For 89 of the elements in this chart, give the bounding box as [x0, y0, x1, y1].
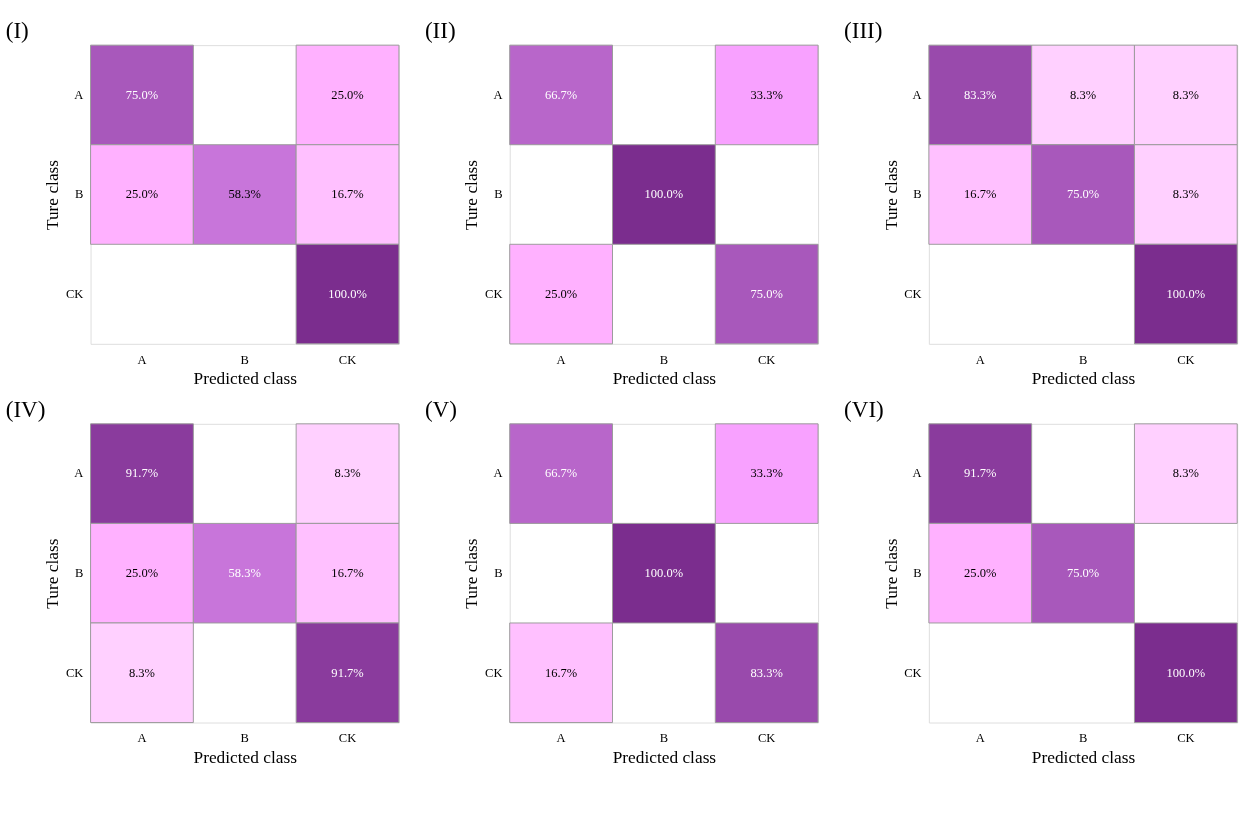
y-axis-title: Ture class: [462, 538, 482, 609]
y-tick-label: A: [493, 466, 503, 481]
y-tick-label: B: [913, 187, 922, 202]
data-label: 75.0%: [1066, 187, 1100, 202]
y-axis-title: Ture class: [462, 159, 482, 231]
y-axis-title: Ture class: [43, 159, 63, 231]
data-label: 25.0%: [331, 87, 364, 102]
data-label: 25.0%: [125, 566, 159, 581]
x-axis-title: Predicted class: [193, 747, 298, 767]
y-tick-label: B: [913, 566, 922, 581]
x-tick-label: A: [137, 731, 147, 746]
x-tick-label: CK: [338, 731, 357, 746]
x-tick-label: A: [975, 731, 985, 746]
x-axis-title: Predicted class: [612, 747, 717, 767]
y-tick-label: CK: [485, 286, 503, 301]
y-tick-label: A: [912, 466, 922, 481]
x-tick-label: CK: [757, 731, 776, 746]
data-label: 8.3%: [1172, 187, 1199, 202]
data-label: 91.7%: [331, 665, 364, 680]
x-tick-label: B: [1078, 731, 1088, 746]
x-tick-label: CK: [338, 352, 357, 367]
data-label: 75.0%: [750, 286, 783, 301]
data-label: 8.3%: [128, 665, 155, 680]
y-tick-label: CK: [65, 286, 84, 301]
x-tick-label: CK: [1177, 731, 1195, 746]
data-label: 100.0%: [1166, 665, 1206, 680]
data-label: 16.7%: [964, 187, 997, 202]
x-tick-label: A: [975, 352, 985, 367]
x-tick-label: A: [137, 352, 147, 367]
data-label: 83.3%: [964, 87, 997, 102]
y-tick-label: B: [74, 566, 84, 581]
chart-title: (VI): [844, 395, 884, 422]
data-label: 66.7%: [544, 87, 578, 102]
x-tick-label: B: [240, 352, 249, 367]
data-label: 58.3%: [228, 566, 261, 581]
y-tick-label: A: [74, 466, 84, 481]
data-label: 8.3%: [1172, 466, 1199, 481]
y-tick-label: B: [74, 187, 84, 202]
data-label: 58.3%: [228, 187, 261, 202]
y-tick-label: A: [74, 87, 84, 102]
data-label: 100.0%: [644, 566, 684, 581]
data-label: 16.7%: [544, 665, 578, 680]
x-tick-label: CK: [1177, 352, 1195, 367]
data-label: 75.0%: [125, 87, 159, 102]
chart-title: (II): [424, 16, 456, 43]
x-axis-title: Predicted class: [1031, 368, 1136, 388]
y-axis-title: Ture class: [43, 538, 63, 609]
chart-title: (I): [5, 16, 29, 43]
data-label: 83.3%: [750, 665, 783, 680]
y-axis-title: Ture class: [881, 159, 901, 231]
data-label: 91.7%: [964, 466, 997, 481]
x-tick-label: B: [1078, 352, 1088, 367]
data-label: 33.3%: [750, 87, 783, 102]
data-label: 25.0%: [125, 187, 159, 202]
y-tick-label: B: [494, 187, 503, 202]
y-tick-label: CK: [904, 665, 922, 680]
x-tick-label: B: [240, 731, 249, 746]
x-axis-title: Predicted class: [612, 368, 717, 388]
y-tick-label: B: [494, 566, 503, 581]
data-label: 25.0%: [964, 566, 997, 581]
data-label: 91.7%: [125, 466, 159, 481]
data-label: 16.7%: [331, 566, 364, 581]
chart-title: (IV): [5, 395, 46, 422]
x-tick-label: B: [659, 352, 669, 367]
y-tick-label: A: [912, 87, 922, 102]
x-tick-label: B: [659, 731, 669, 746]
data-label: 16.7%: [331, 187, 364, 202]
data-label: 66.7%: [544, 466, 578, 481]
data-label: 33.3%: [750, 466, 783, 481]
data-label: 25.0%: [544, 286, 578, 301]
y-tick-label: CK: [485, 665, 503, 680]
y-tick-label: CK: [904, 286, 922, 301]
y-tick-label: CK: [65, 665, 84, 680]
chart-title: (III): [844, 16, 883, 43]
data-label: 8.3%: [334, 466, 361, 481]
y-axis-title: Ture class: [881, 538, 901, 609]
data-label: 8.3%: [1070, 87, 1097, 102]
y-tick-label: A: [493, 87, 503, 102]
data-label: 100.0%: [1166, 286, 1206, 301]
chart-title: (V): [424, 395, 457, 422]
x-axis-title: Predicted class: [193, 368, 298, 388]
x-tick-label: A: [556, 352, 566, 367]
data-label: 100.0%: [644, 187, 684, 202]
data-label: 8.3%: [1172, 87, 1199, 102]
x-tick-label: CK: [757, 352, 776, 367]
data-label: 100.0%: [328, 286, 367, 301]
x-tick-label: A: [556, 731, 566, 746]
data-label: 75.0%: [1066, 566, 1100, 581]
x-axis-title: Predicted class: [1031, 747, 1136, 767]
